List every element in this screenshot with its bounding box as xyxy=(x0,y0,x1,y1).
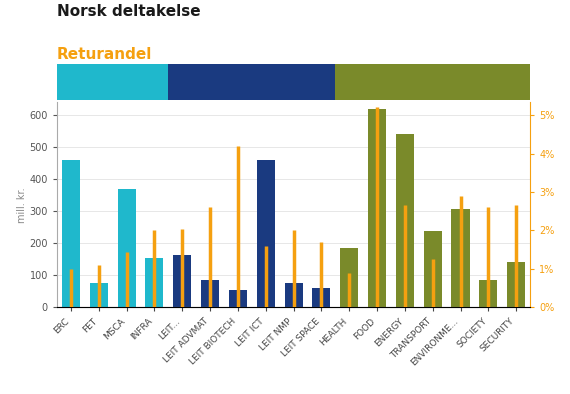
Bar xyxy=(117,189,136,307)
Text: Konkurransedyktig
næringsliv: Konkurransedyktig næringsliv xyxy=(252,71,357,93)
Bar xyxy=(424,231,442,307)
Text: Returandel: Returandel xyxy=(57,47,152,62)
Bar xyxy=(284,283,303,307)
Bar xyxy=(340,248,359,307)
Bar xyxy=(89,283,108,307)
Bar xyxy=(507,262,525,307)
Text: Fremragende
forskning: Fremragende forskning xyxy=(113,71,186,93)
FancyBboxPatch shape xyxy=(57,63,168,100)
Bar xyxy=(368,109,386,307)
Bar xyxy=(396,134,414,307)
Bar xyxy=(312,288,331,307)
Bar xyxy=(145,258,164,307)
Text: Norsk deltakelse: Norsk deltakelse xyxy=(57,4,201,19)
Bar xyxy=(256,160,275,307)
Text: Samfunnsutfordringene: Samfunnsutfordringene xyxy=(433,77,564,87)
Bar xyxy=(62,160,80,307)
Bar xyxy=(229,290,247,307)
Bar xyxy=(479,280,498,307)
Bar xyxy=(201,280,219,307)
FancyBboxPatch shape xyxy=(168,63,335,100)
Bar xyxy=(173,255,192,307)
Y-axis label: mill. kr.: mill. kr. xyxy=(17,187,27,223)
FancyBboxPatch shape xyxy=(335,63,530,100)
Bar xyxy=(451,209,470,307)
